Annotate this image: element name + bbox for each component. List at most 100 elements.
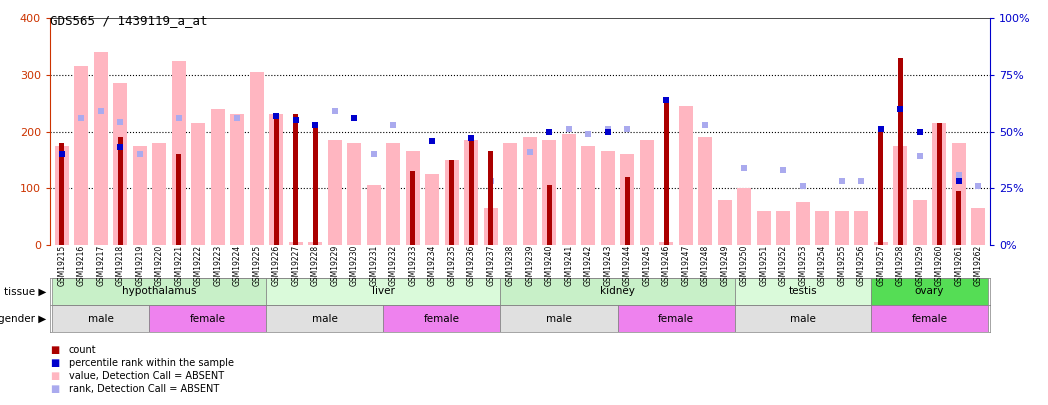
Text: kidney: kidney [601,286,635,296]
Text: GSM19241: GSM19241 [564,245,573,286]
Text: female: female [912,313,947,324]
Bar [871,305,988,332]
Bar [698,137,712,245]
Text: GSM19224: GSM19224 [233,245,242,286]
Bar [52,278,266,305]
Text: GSM19255: GSM19255 [837,245,847,286]
Bar [113,83,127,245]
Text: GSM19235: GSM19235 [447,245,456,286]
Bar [406,151,419,245]
Bar [543,140,556,245]
Text: value, Detection Call = ABSENT: value, Detection Call = ABSENT [69,371,224,381]
Text: GSM19219: GSM19219 [135,245,145,286]
Bar [464,140,478,245]
Text: GSM19238: GSM19238 [506,245,515,286]
Bar [952,143,965,245]
Bar [367,185,380,245]
Bar [562,134,575,245]
Bar [757,211,770,245]
Bar [601,151,614,245]
Text: GSM19230: GSM19230 [350,245,358,286]
Bar [620,154,634,245]
Text: female: female [190,313,226,324]
Bar [582,146,595,245]
Bar [871,278,988,305]
Bar [971,208,985,245]
Text: GSM19254: GSM19254 [817,245,827,286]
Bar [274,115,279,245]
Text: GSM19228: GSM19228 [310,245,320,286]
Text: ovary: ovary [915,286,944,296]
Text: GSM19223: GSM19223 [213,245,222,286]
Text: GSM19240: GSM19240 [545,245,553,286]
Text: GSM19244: GSM19244 [623,245,632,286]
Bar [117,137,123,245]
Text: GSM19222: GSM19222 [194,245,202,286]
Bar [874,242,888,245]
Bar [501,278,735,305]
Bar [411,171,415,245]
Bar [523,137,537,245]
Bar [777,211,790,245]
Bar [172,61,185,245]
Text: male: male [546,313,572,324]
Bar [501,305,617,332]
Text: GSM19253: GSM19253 [799,245,807,286]
Bar [625,177,630,245]
Bar [266,305,384,332]
Text: rank, Detection Call = ABSENT: rank, Detection Call = ABSENT [69,384,219,394]
Text: GSM19250: GSM19250 [740,245,748,286]
Bar [192,123,205,245]
Text: female: female [424,313,460,324]
Bar [617,305,735,332]
Bar [679,106,693,245]
Bar [312,126,318,245]
Bar [152,143,166,245]
Text: male: male [88,313,113,324]
Text: GSM19217: GSM19217 [96,245,105,286]
Text: ■: ■ [50,345,60,355]
Text: GSM19245: GSM19245 [642,245,651,286]
Text: GSM19247: GSM19247 [681,245,691,286]
Text: GSM19237: GSM19237 [486,245,496,286]
Bar [854,211,868,245]
Text: ■: ■ [50,371,60,381]
Bar [94,52,108,245]
Bar [249,72,263,245]
Bar [211,109,224,245]
Text: GSM19233: GSM19233 [409,245,417,286]
Bar [547,185,551,245]
Text: liver: liver [372,286,395,296]
Bar [74,66,88,245]
Text: GSM19225: GSM19225 [253,245,261,286]
Bar [738,188,751,245]
Bar [488,151,494,245]
Bar [293,115,299,245]
Text: GSM19229: GSM19229 [330,245,340,286]
Text: GSM19231: GSM19231 [369,245,378,286]
Text: hypothalamus: hypothalamus [122,286,196,296]
Text: GSM19226: GSM19226 [271,245,281,286]
Bar [308,242,322,245]
Text: GSM19215: GSM19215 [58,245,66,286]
Text: GSM19256: GSM19256 [857,245,866,286]
Text: GSM19232: GSM19232 [389,245,398,286]
Bar [384,305,501,332]
Text: testis: testis [788,286,817,296]
Text: gender ▶: gender ▶ [0,313,46,324]
Bar [640,140,654,245]
Text: GSM19252: GSM19252 [779,245,788,286]
Bar [387,143,400,245]
Bar [878,129,883,245]
Text: GSM19239: GSM19239 [525,245,534,286]
Text: percentile rank within the sample: percentile rank within the sample [69,358,234,368]
Bar [894,146,908,245]
Bar [425,174,439,245]
Bar [835,211,849,245]
Text: GSM19218: GSM19218 [115,245,125,286]
Text: ■: ■ [50,384,60,394]
Text: GSM19236: GSM19236 [466,245,476,286]
Text: GSM19221: GSM19221 [174,245,183,286]
Text: GSM19259: GSM19259 [915,245,924,286]
Text: male: male [312,313,337,324]
